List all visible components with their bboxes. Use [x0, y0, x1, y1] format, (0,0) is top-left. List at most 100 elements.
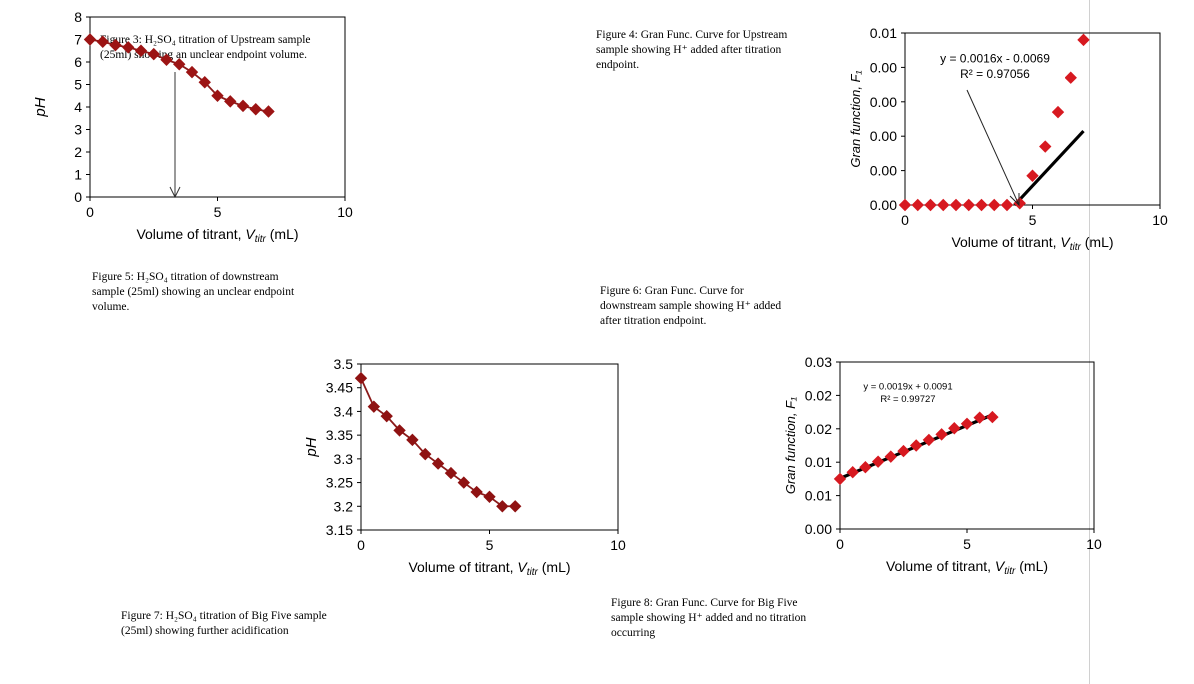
y-axis-label: Gran function, F₁	[848, 70, 863, 167]
y-tick-label: 0.00	[870, 197, 897, 213]
y-tick-label: 3.45	[326, 380, 353, 396]
y-axis-label: pH	[32, 97, 49, 117]
y-tick-label: 0.00	[870, 128, 897, 144]
trendline	[1013, 129, 1085, 207]
trendline	[839, 413, 994, 480]
data-point	[1064, 71, 1077, 84]
x-tick-label: 0	[357, 537, 365, 553]
y-tick-label: 6	[74, 54, 82, 70]
data-point	[483, 490, 496, 503]
equation-box	[848, 378, 968, 408]
trendline-equation: y = 0.0019x + 0.0091	[863, 381, 952, 392]
y-tick-label: 3.4	[334, 403, 354, 419]
data-point	[262, 105, 275, 118]
data-point	[83, 33, 97, 46]
data-point	[380, 409, 393, 423]
data-point	[935, 428, 948, 441]
page-edge-line	[1089, 0, 1090, 684]
y-tick-label: 4	[74, 99, 82, 115]
plot-frame	[904, 32, 1161, 206]
y-tick-label: 0.01	[870, 25, 897, 41]
data-point	[871, 455, 885, 468]
data-point	[1077, 33, 1090, 47]
trendline-equation: y = 0.0016x - 0.0069	[940, 52, 1050, 66]
x-tick-label: 5	[963, 536, 971, 552]
data-point	[457, 476, 470, 489]
data-point	[185, 65, 199, 79]
data-point	[846, 466, 859, 479]
y-tick-label: 0.01	[805, 488, 832, 504]
trendline-r2: R² = 0.99727	[880, 394, 935, 405]
x-tick-label: 0	[836, 536, 844, 552]
endpoint-arrow-head	[169, 186, 181, 199]
data-point	[922, 433, 936, 447]
y-tick-label: 8	[74, 9, 82, 25]
data-point	[354, 372, 368, 385]
data-point	[431, 457, 445, 470]
data-point	[224, 95, 237, 108]
equation-arrow-shaft	[966, 89, 1020, 206]
data-point	[973, 411, 986, 424]
plot-frame	[839, 361, 1095, 530]
y-tick-label: 1	[74, 167, 82, 183]
y-tick-label: 0.01	[805, 454, 832, 470]
data-point	[367, 400, 381, 413]
data-point	[419, 447, 432, 461]
data-point	[986, 410, 999, 424]
plot-frame	[360, 363, 619, 531]
x-tick-label: 5	[486, 537, 494, 553]
x-axis-label: Volume of titrant, Vtitr (mL)	[136, 226, 298, 245]
data-point	[975, 198, 988, 212]
data-point	[948, 422, 961, 435]
data-point	[1000, 198, 1014, 212]
data-point	[937, 198, 950, 212]
data-point	[1013, 197, 1026, 210]
data-point	[884, 450, 897, 463]
x-tick-label: 5	[1029, 212, 1037, 228]
y-tick-label: 3.35	[326, 427, 353, 443]
y-tick-label: 0.00	[870, 163, 897, 179]
data-point	[236, 99, 250, 113]
figure-5-caption: Figure 5: H₂SO₄ titration of downstream …	[92, 271, 295, 313]
data-point	[924, 198, 937, 212]
y-tick-label: 3.5	[334, 356, 354, 372]
data-point	[509, 500, 522, 513]
data-point	[198, 76, 211, 89]
y-tick-label: 0	[74, 189, 82, 205]
y-tick-label: 3.25	[326, 475, 353, 491]
y-tick-label: 2	[74, 144, 82, 160]
x-axis-label: Volume of titrant, Vtitr (mL)	[886, 558, 1048, 577]
series-line	[360, 377, 516, 508]
data-point	[393, 424, 406, 437]
data-point	[1051, 105, 1065, 119]
y-tick-label: 0.00	[870, 94, 897, 110]
y-tick-label: 0.02	[805, 421, 832, 437]
data-point	[988, 198, 1001, 212]
x-tick-label: 10	[610, 537, 626, 553]
endpoint-arrow	[169, 72, 181, 199]
data-point	[406, 433, 419, 447]
trendline-r2: R² = 0.97056	[960, 67, 1030, 81]
data-point	[960, 417, 974, 430]
y-tick-label: 3.2	[334, 498, 354, 514]
x-tick-label: 0	[86, 204, 94, 220]
figure-8-caption: Figure 8: Gran Func. Curve for Big Five …	[611, 597, 807, 639]
data-point	[949, 198, 963, 212]
y-tick-label: 3	[74, 122, 82, 138]
data-point	[1026, 169, 1039, 182]
y-tick-label: 0.00	[870, 59, 897, 75]
y-tick-label: 7	[74, 32, 82, 48]
data-point	[859, 461, 872, 474]
equation-arrow	[966, 89, 1020, 207]
figure-6-caption: Figure 6: Gran Func. Curve for downstrea…	[600, 285, 782, 327]
figure-4-caption: Figure 4: Gran Func. Curve for Upstream …	[596, 29, 788, 71]
x-tick-label: 0	[901, 212, 909, 228]
equation-box	[925, 49, 1065, 85]
data-point	[897, 444, 910, 458]
data-point	[496, 500, 509, 513]
data-point	[962, 198, 975, 212]
data-point	[833, 472, 847, 486]
y-axis-label: Gran function, F₁	[783, 397, 798, 494]
x-tick-label: 10	[1152, 212, 1168, 228]
